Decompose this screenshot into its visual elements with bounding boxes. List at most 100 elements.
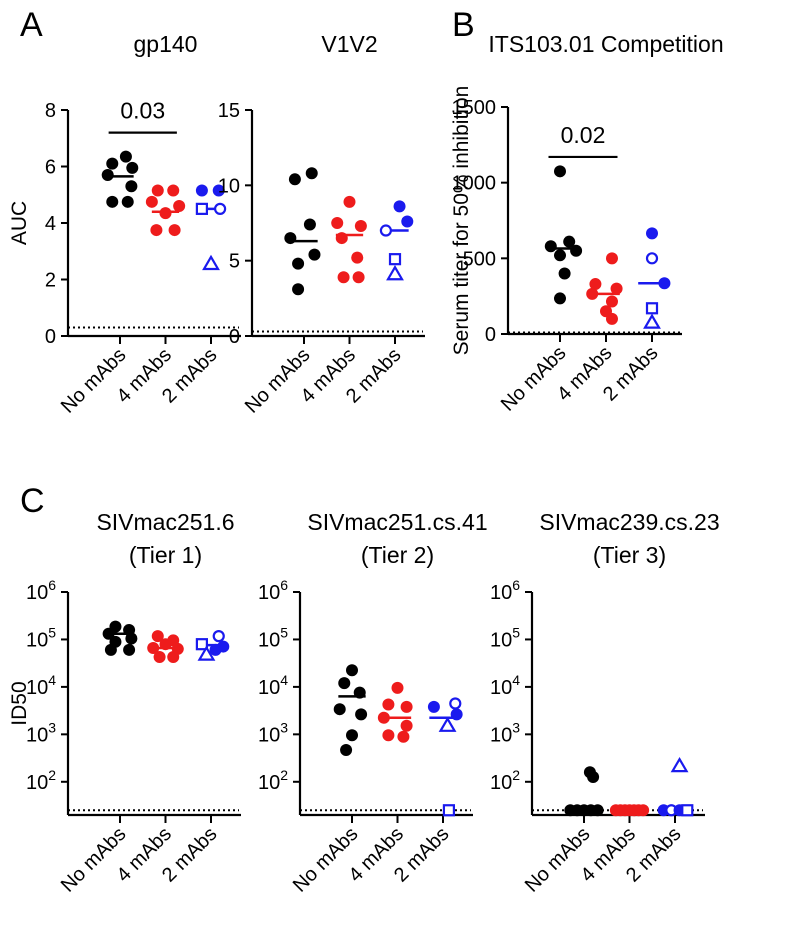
- y-tick-label: 103: [258, 719, 288, 746]
- data-point: [658, 277, 671, 290]
- y-tick-label: 105: [258, 624, 288, 651]
- data-point: [346, 664, 358, 677]
- data-point: [284, 232, 297, 245]
- data-point: [563, 235, 576, 248]
- data-point: [123, 643, 136, 656]
- y-axis-label: AUC: [8, 201, 31, 245]
- data-point: [605, 312, 618, 325]
- data-point-open-circle: [645, 252, 659, 265]
- y-tick-label: 1000: [452, 173, 497, 195]
- data-point: [610, 282, 623, 295]
- x-tick-label: No mAbs: [289, 823, 363, 897]
- y-tick-label: 105: [490, 624, 520, 651]
- data-point: [209, 643, 222, 656]
- y-tick-label: 10: [218, 175, 240, 197]
- data-point: [355, 708, 368, 721]
- data-point: [147, 641, 160, 654]
- data-point: [352, 271, 365, 284]
- y-tick-label: 2: [45, 270, 56, 292]
- data-point: [126, 161, 139, 174]
- data-point: [303, 218, 316, 231]
- data-point: [151, 184, 164, 197]
- data-point: [427, 700, 440, 713]
- data-point: [153, 651, 166, 664]
- data-point: [450, 708, 463, 721]
- x-tick-label: No mAbs: [57, 823, 131, 897]
- data-point: [292, 283, 305, 296]
- data-point: [400, 700, 413, 713]
- y-tick-label: 5: [229, 251, 240, 273]
- y-tick-label: 102: [26, 767, 56, 794]
- data-point: [125, 632, 138, 645]
- y-tick-label: 106: [26, 577, 56, 604]
- chart-its103: ITS103.01 Competition Serum titer for 50%…: [450, 31, 724, 416]
- data-point: [104, 643, 117, 656]
- y-tick-label: 104: [26, 672, 56, 699]
- data-point-open-circle: [212, 630, 225, 643]
- x-tick-label: No mAbs: [57, 344, 131, 418]
- data-point: [586, 287, 599, 300]
- data-point: [119, 150, 132, 163]
- data-point: [353, 686, 366, 699]
- y-tick-label: 0: [485, 324, 496, 346]
- data-point: [343, 195, 356, 208]
- data-point-open-triangle: [643, 313, 661, 329]
- data-point: [605, 252, 618, 265]
- y-tick-label: 0: [229, 326, 240, 348]
- data-point-open-triangle: [202, 254, 220, 271]
- data-point: [558, 267, 571, 280]
- y-tick-label: 15: [218, 100, 240, 122]
- data-point: [168, 224, 181, 237]
- chart-title-line: SIVmac251.6: [96, 509, 234, 535]
- y-tick-label: 106: [490, 577, 520, 604]
- data-point: [305, 167, 318, 180]
- data-point: [646, 227, 658, 240]
- y-tick-label: 104: [258, 672, 288, 699]
- data-point: [340, 743, 353, 756]
- y-axis-label: ID50: [8, 681, 31, 725]
- chart-title-line: SIVmac251.cs.41: [307, 509, 487, 535]
- chart-title-line: V1V2: [321, 31, 377, 57]
- data-point: [554, 165, 566, 178]
- y-tick-label: 1500: [452, 97, 497, 119]
- y-tick-label: 500: [463, 248, 496, 270]
- y-axis-label: Serum titer for 50% inhibition: [450, 86, 473, 356]
- data-point: [308, 248, 321, 261]
- data-point: [605, 295, 618, 308]
- data-point: [338, 677, 351, 690]
- data-point-open-circle: [379, 224, 392, 237]
- y-tick-label: 8: [45, 100, 56, 122]
- data-point: [121, 195, 134, 208]
- data-point: [106, 157, 119, 170]
- data-point-open-triangle: [438, 716, 457, 732]
- data-point: [554, 249, 566, 262]
- data-point: [337, 271, 350, 284]
- data-point-open-square: [645, 302, 659, 315]
- data-point: [554, 292, 566, 305]
- y-tick-label: 106: [258, 577, 288, 604]
- y-tick-label: 102: [258, 767, 288, 794]
- data-point: [346, 729, 358, 742]
- data-point: [159, 207, 172, 220]
- data-point: [382, 698, 395, 711]
- y-tick-label: 4: [45, 213, 56, 235]
- data-point: [195, 184, 208, 197]
- data-point: [400, 719, 413, 732]
- data-point: [151, 630, 164, 643]
- data-point: [391, 681, 404, 694]
- chart-title-line: ITS103.01 Competition: [488, 31, 723, 57]
- data-point-open-circle: [449, 697, 462, 710]
- data-point: [159, 638, 172, 651]
- data-point: [333, 703, 346, 716]
- chart-title-line: (Tier 3): [593, 542, 666, 568]
- chart-sivmac251-6: SIVmac251.6 (Tier 1) ID50 102 103 104 105 106 No…: [8, 509, 241, 897]
- chart-title-line: SIVmac239.cs.23: [539, 509, 719, 535]
- data-point-open-square: [442, 804, 456, 817]
- data-point: [587, 771, 600, 784]
- data-point-open-triangle: [670, 756, 689, 773]
- data-point: [125, 180, 138, 193]
- data-point: [354, 220, 367, 233]
- y-tick-label: 105: [26, 624, 56, 651]
- chart-sivmac239-cs23: SIVmac239.cs.23 (Tier 3) 102 103 104 105 106 No…: [490, 509, 720, 897]
